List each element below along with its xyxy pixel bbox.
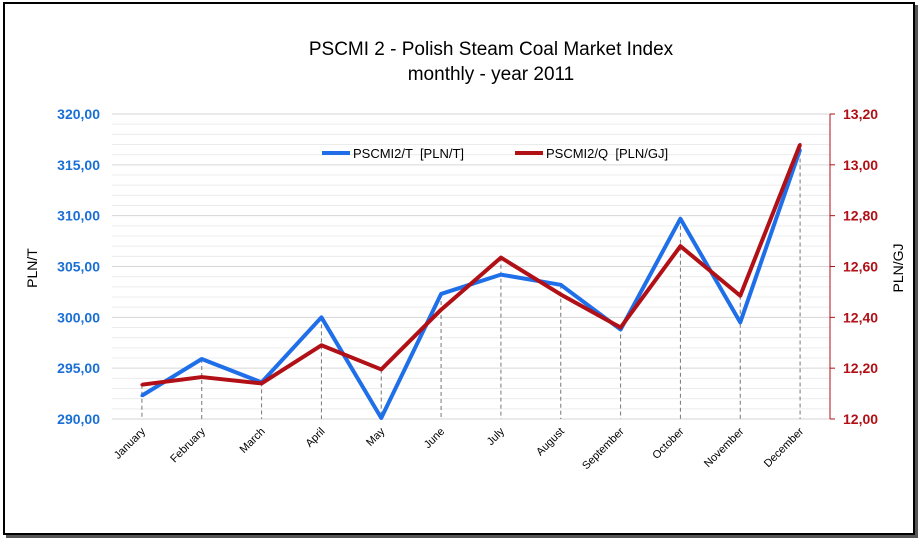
data-point [319, 315, 323, 319]
right-tick-label: 12,20 [843, 360, 878, 376]
data-point [439, 292, 443, 296]
left-tick-label: 305,00 [57, 259, 100, 275]
data-point [499, 256, 503, 260]
x-tick-label: August [534, 426, 567, 459]
legend: PSCMI2/T [PLN/T] PSCMI2/Q [PLN/GJ] [322, 146, 668, 161]
x-tick-label: December [762, 425, 807, 470]
data-point [260, 381, 264, 385]
data-point [559, 292, 563, 296]
x-tick-label: July [485, 425, 508, 448]
right-axis-label: PLN/GJ [890, 243, 906, 292]
data-point [738, 294, 742, 298]
left-tick-label: 290,00 [57, 411, 100, 427]
legend-label-pscmi2-q: PSCMI2/Q [PLN/GJ] [546, 146, 668, 161]
data-point [499, 273, 503, 277]
left-tick-label: 300,00 [57, 309, 100, 325]
x-tick-label: June [422, 426, 447, 451]
right-tick-label: 12,40 [843, 309, 878, 325]
data-point [439, 308, 443, 312]
data-point [140, 383, 144, 387]
data-point [140, 394, 144, 398]
right-tick-label: 12,80 [843, 208, 878, 224]
right-tick-label: 12,00 [843, 411, 878, 427]
data-point [678, 244, 682, 248]
legend-label-pscmi2-t: PSCMI2/T [PLN/T] [353, 146, 464, 161]
x-tick-label: November [702, 425, 747, 470]
right-axis-ticks: 12,00 12,20 12,40 12,60 12,80 13,00 13,20 [830, 106, 878, 427]
left-axis-ticks: 290,00 295,00 300,00 305,00 310,00 315,00 320,… [57, 106, 100, 427]
chart-subtitle: monthly - year 2011 [408, 64, 575, 85]
x-tick-label: March [238, 426, 268, 456]
data-point [200, 357, 204, 361]
right-tick-label: 12,60 [843, 259, 878, 275]
series-lines [140, 143, 802, 420]
left-tick-label: 310,00 [57, 208, 100, 224]
data-point [200, 375, 204, 379]
left-tick-label: 315,00 [57, 157, 100, 173]
x-axis-ticks: January February March April May June July Augu… [112, 425, 807, 472]
data-point [678, 217, 682, 221]
data-point [379, 367, 383, 371]
right-tick-label: 13,00 [843, 157, 878, 173]
data-point [379, 416, 383, 420]
right-tick-label: 13,20 [843, 106, 878, 122]
data-point [798, 143, 802, 146]
chart-title: PSCMI 2 - Polish Steam Coal Market Index [309, 39, 674, 60]
left-axis-label: PLN/T [24, 248, 40, 288]
chart-frame [3, 2, 915, 535]
drop-lines [141, 144, 801, 419]
x-tick-label: April [303, 426, 327, 450]
data-point [319, 343, 323, 347]
data-point [619, 326, 623, 329]
series-line-1 [141, 143, 802, 387]
x-tick-label: January [112, 425, 149, 462]
data-point [738, 320, 742, 324]
x-tick-label: February [168, 425, 208, 465]
data-point [559, 283, 563, 287]
left-tick-label: 320,00 [57, 106, 100, 122]
x-tick-label: October [650, 425, 686, 461]
x-tick-label: September [580, 425, 627, 472]
gridlines [112, 113, 831, 420]
left-tick-label: 295,00 [57, 360, 100, 376]
x-tick-label: May [364, 425, 388, 449]
